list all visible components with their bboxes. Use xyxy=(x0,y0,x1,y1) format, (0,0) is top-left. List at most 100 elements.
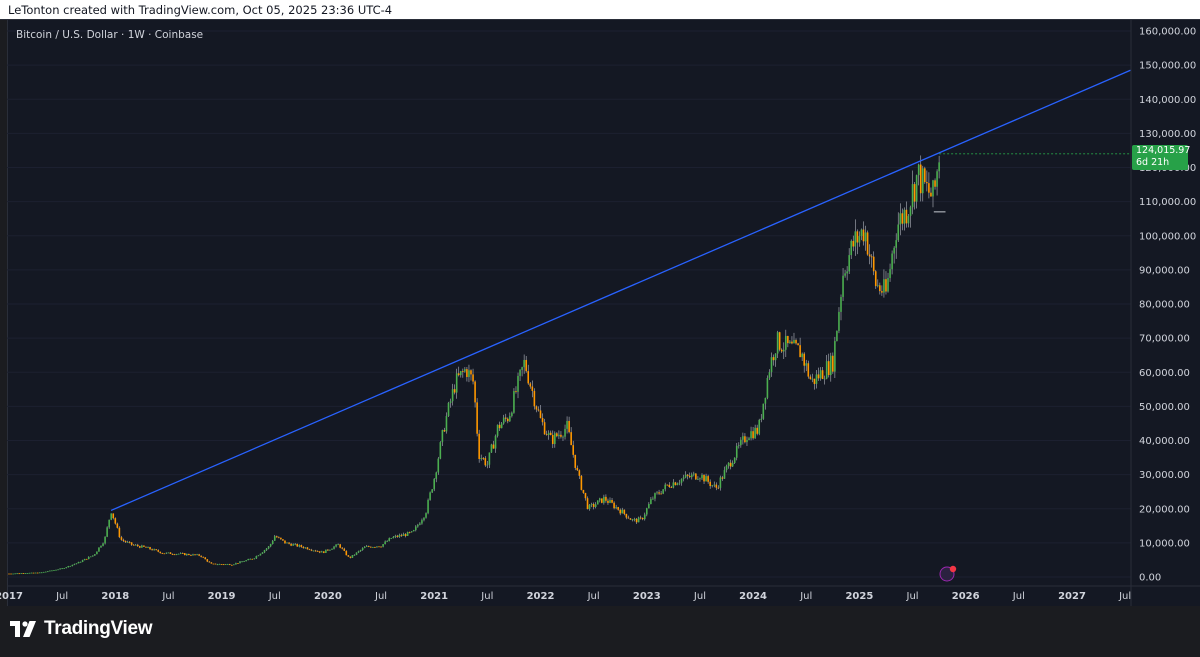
candle-body xyxy=(110,513,113,520)
candle-body xyxy=(825,361,828,379)
candle-body xyxy=(893,247,895,254)
candle-body xyxy=(10,573,12,575)
candle-body xyxy=(938,162,940,172)
candle-body xyxy=(921,168,924,194)
candle-body xyxy=(220,564,223,565)
candle-body xyxy=(578,470,581,476)
candle-body xyxy=(36,572,39,574)
candle-body xyxy=(480,458,483,459)
candle-body xyxy=(468,370,470,378)
tradingview-logo[interactable]: TradingView xyxy=(10,618,153,640)
candle-body xyxy=(701,474,703,479)
candle-body xyxy=(936,171,938,187)
candle-body xyxy=(525,359,527,372)
candle-body xyxy=(752,431,754,439)
candle-body xyxy=(699,478,701,480)
candle-body xyxy=(106,527,108,537)
candle-body xyxy=(605,496,607,501)
candle-body xyxy=(881,291,883,293)
candle-body xyxy=(184,553,186,556)
candle-body xyxy=(541,417,544,423)
candle-body xyxy=(821,370,824,379)
candle-body xyxy=(813,378,816,384)
candle-body xyxy=(832,355,834,372)
candle-body xyxy=(551,435,554,445)
price-tick-label: 60,000.00 xyxy=(1139,368,1190,379)
candle-body xyxy=(30,572,33,574)
candle-body xyxy=(343,548,346,551)
candle-body xyxy=(500,423,503,429)
candle-body xyxy=(795,339,797,344)
candle-body xyxy=(539,410,542,418)
brand-name: TradingView xyxy=(44,618,153,639)
candle-body xyxy=(149,547,151,550)
candle-body xyxy=(891,253,893,270)
candle-body xyxy=(57,569,59,571)
candle-body xyxy=(69,566,72,567)
candle-body xyxy=(462,371,464,372)
attribution-text: LeTonton created with TradingView.com, O… xyxy=(8,3,393,17)
candle-body xyxy=(697,479,699,480)
candle-body xyxy=(449,401,452,403)
candle-body xyxy=(907,215,910,224)
price-tick-label: 150,000.00 xyxy=(1139,61,1196,72)
candle-body xyxy=(666,484,669,486)
candle-body xyxy=(100,545,102,548)
candle-body xyxy=(351,555,354,558)
candle-body xyxy=(388,538,391,542)
candle-body xyxy=(727,462,730,466)
price-chart[interactable]: 160,000.00 150,000.00 140,000.00 130,000.00… xyxy=(0,0,1200,606)
candle-body xyxy=(457,373,460,376)
candle-body xyxy=(459,371,462,376)
candle-body xyxy=(774,353,777,361)
candle-body xyxy=(310,549,313,551)
candle-body xyxy=(879,285,881,292)
candle-body xyxy=(627,517,630,519)
candle-body xyxy=(603,496,605,503)
candle-body xyxy=(472,374,474,382)
candle-body xyxy=(59,568,61,570)
candle-body xyxy=(378,546,380,548)
candle-body xyxy=(361,548,364,550)
candle-body xyxy=(917,164,920,176)
candle-body xyxy=(18,573,21,575)
candle-body xyxy=(169,552,172,555)
candle-body xyxy=(282,539,284,541)
candle-body xyxy=(797,343,799,346)
candle-body xyxy=(179,553,182,554)
candle-body xyxy=(533,390,536,407)
candle-body xyxy=(817,374,820,379)
candle-body xyxy=(641,517,644,520)
price-tick-label: 110,000.00 xyxy=(1139,197,1196,208)
candle-body xyxy=(239,561,241,564)
candle-body xyxy=(8,573,10,575)
candle-body xyxy=(161,553,164,554)
price-tick-label: 130,000.00 xyxy=(1139,129,1196,140)
candle-body xyxy=(562,436,564,438)
candle-body xyxy=(443,430,446,432)
candle-body xyxy=(83,558,86,561)
candle-body xyxy=(887,278,889,292)
candle-body xyxy=(654,493,656,499)
candle-body xyxy=(196,554,198,556)
candle-body xyxy=(787,336,789,344)
candle-body xyxy=(876,285,879,287)
candle-body xyxy=(695,473,697,480)
candle-body xyxy=(390,538,393,539)
candle-body xyxy=(780,349,783,352)
candle-body xyxy=(380,546,382,548)
price-tick-label: 100,000.00 xyxy=(1139,231,1196,242)
candle-body xyxy=(639,517,642,519)
candle-body xyxy=(805,363,808,366)
candle-body xyxy=(580,475,583,490)
candle-body xyxy=(682,477,685,479)
candle-body xyxy=(729,462,732,467)
candle-body xyxy=(143,545,145,547)
candle-body xyxy=(874,271,877,287)
candle-body xyxy=(584,492,587,499)
candle-body xyxy=(104,536,106,544)
candle-body xyxy=(128,541,131,543)
candle-body xyxy=(98,547,100,552)
candle-body xyxy=(490,444,493,453)
candle-body xyxy=(521,367,523,370)
